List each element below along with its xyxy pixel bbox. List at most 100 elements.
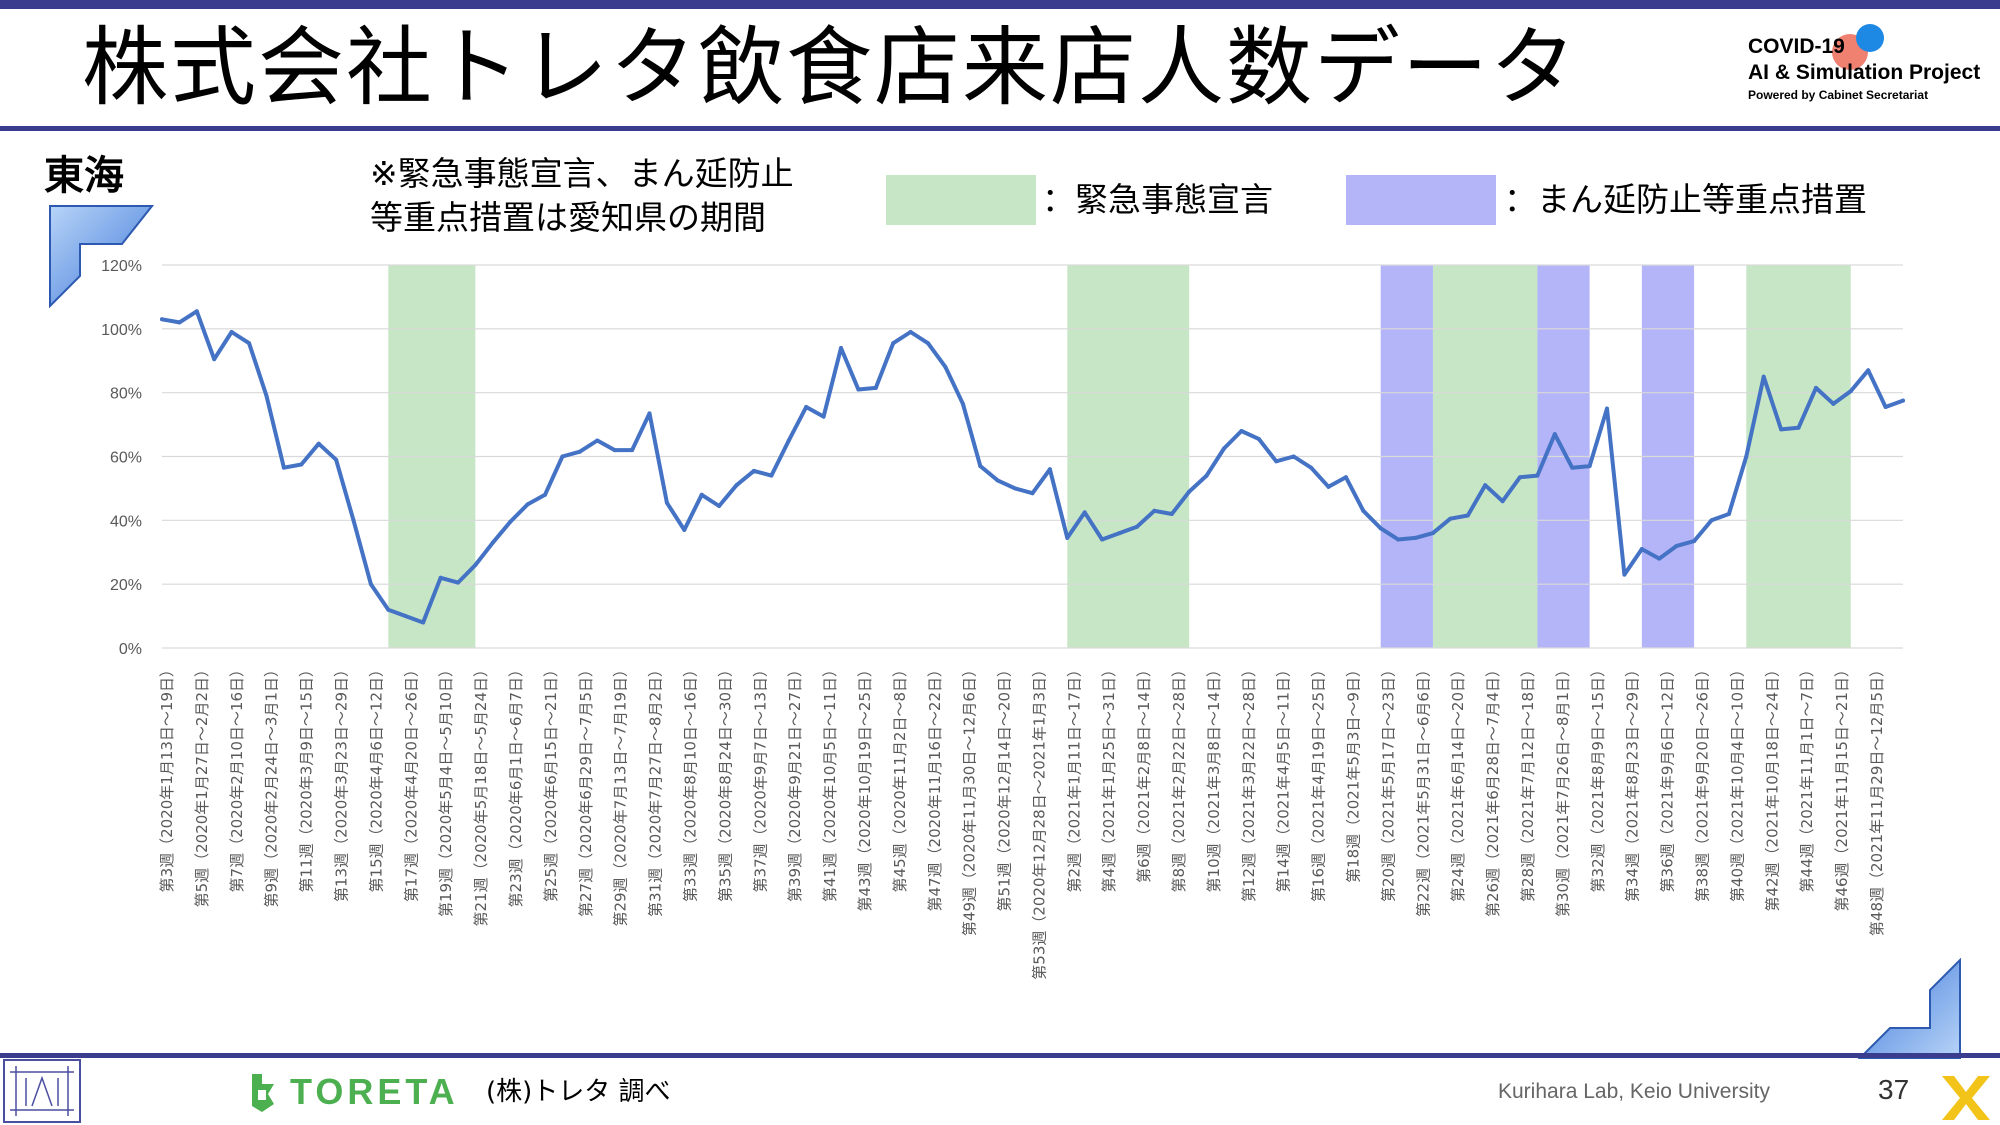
x-tick-label: 第17週（2020年4月20日～26日） <box>402 662 420 902</box>
x-tick-label: 第35週（2020年8月24日～30日） <box>716 662 734 902</box>
visitor-line-chart: 0% 20% 40% 60% 80% 100% 120% 第3週（2020年1月13日～19日… <box>101 258 1905 980</box>
data-point <box>1779 427 1784 432</box>
data-point <box>647 411 652 416</box>
x-tick-label: 第32週（2021年8月9日～15日） <box>1589 662 1607 892</box>
data-point <box>612 448 617 453</box>
data-point <box>316 441 321 446</box>
x-tick-label: 第31週（2020年7月27日～8月2日） <box>647 662 665 917</box>
x-tick-label: 第22週（2021年5月31日～6月6日） <box>1414 662 1432 917</box>
data-point <box>682 527 687 532</box>
data-point <box>1169 511 1174 516</box>
x-tick-label: 第26週（2021年6月28日～7月4日） <box>1484 662 1502 917</box>
toreta-brand: TORETA <box>290 1071 459 1112</box>
data-point <box>160 317 164 322</box>
data-point <box>1204 473 1209 478</box>
x-tick-label: 第29週（2020年7月13日～7月19日） <box>612 662 630 927</box>
x-tick-label: 第12週（2021年3月22日～28日） <box>1240 662 1258 902</box>
data-point <box>1483 483 1488 488</box>
data-point <box>1831 401 1836 406</box>
data-point <box>1309 465 1314 470</box>
data-point <box>247 341 252 346</box>
x-tick-label: 第36週（2021年9月6日～12日） <box>1659 662 1677 892</box>
data-point <box>1291 454 1296 459</box>
data-point <box>1082 510 1087 515</box>
footer-divider <box>0 1053 2000 1058</box>
x-tick-label: 第48週（2021年11月29日～12月5日） <box>1868 662 1886 936</box>
data-point <box>1605 406 1610 411</box>
data-point <box>455 580 460 585</box>
data-point <box>1117 531 1122 536</box>
data-point <box>525 502 530 507</box>
page-number: 37 <box>1878 1074 1910 1105</box>
data-point <box>421 620 426 625</box>
legend-emergency-swatch <box>886 175 1036 225</box>
x-tick-label: 第18週（2021年5月3日～9日） <box>1345 662 1363 883</box>
data-point <box>1570 465 1575 470</box>
data-point <box>1013 486 1018 491</box>
data-point <box>995 478 1000 483</box>
data-point <box>630 448 635 453</box>
data-point <box>229 330 234 335</box>
data-point <box>1796 425 1801 430</box>
x-tick-label: 第11週（2020年3月9日～15日） <box>298 662 316 892</box>
data-point <box>1343 475 1348 480</box>
data-point <box>403 614 408 619</box>
x-tick-label: 第45週（2020年11月2日～8日） <box>891 662 909 892</box>
data-point <box>1448 516 1453 521</box>
data-point <box>960 401 965 406</box>
x-tick-label: 第19週（2020年5月4日～5月10日） <box>437 662 455 917</box>
x-tick-label: 第14週（2021年4月5日～11日） <box>1275 662 1293 892</box>
x-tick-label: 第4週（2021年1月25日～31日） <box>1100 662 1118 892</box>
data-point <box>1047 467 1052 472</box>
data-point <box>281 465 286 470</box>
x-tick-label: 第6週（2021年2月8日～14日） <box>1135 662 1153 883</box>
x-tick-label: 第8週（2021年2月22日～28日） <box>1170 662 1188 892</box>
x-tick-label: 第47週（2020年11月16日～22日） <box>926 662 944 912</box>
y-tick-label: 120% <box>101 258 142 275</box>
data-point <box>1430 531 1435 536</box>
data-point <box>1744 454 1749 459</box>
x-tick-label: 第25週（2020年6月15日～21日） <box>542 662 560 902</box>
project-logo-line2: AI & Simulation Project <box>1748 61 1981 84</box>
legend-emergency-label: ：緊急事態宣言 <box>1042 180 1273 219</box>
project-logo: COVID-19 AI & Simulation Project Powered… <box>1748 34 1980 104</box>
lab-credit: Kurihara Lab, Keio University <box>1498 1080 1770 1103</box>
data-point <box>751 468 756 473</box>
data-point <box>891 341 896 346</box>
data-point <box>1709 518 1714 523</box>
x-tick-label: 第15週（2020年4月6日～12日） <box>367 662 385 892</box>
y-tick-label: 20% <box>110 577 142 594</box>
header-divider <box>0 126 2000 131</box>
data-point <box>577 449 582 454</box>
data-point <box>1622 572 1627 577</box>
x-tick-label: 第39週（2020年9月21日～27日） <box>786 662 804 902</box>
x-tick-label: 第3週（2020年1月13日～19日） <box>158 662 176 892</box>
period-note-line2: 等重点措置は愛知県の期間 <box>370 198 766 237</box>
data-point <box>438 575 443 580</box>
data-point <box>1100 537 1105 542</box>
corner-bracket-icon <box>49 205 154 308</box>
x-tick-label: 第20週（2021年5月17日～23日） <box>1379 662 1397 902</box>
x-tick-label: 第9週（2020年2月24日～3月1日） <box>263 662 281 907</box>
data-point <box>299 462 304 467</box>
data-point <box>786 438 791 443</box>
data-point <box>334 457 339 462</box>
x-tick-label: 第2週（2021年1月11日～17日） <box>1065 662 1083 892</box>
data-point <box>1901 398 1905 403</box>
x-tick-label: 第46週（2021年11月15日～21日） <box>1833 662 1851 912</box>
y-tick-label: 0% <box>119 641 142 658</box>
data-point <box>490 540 495 545</box>
x-tick-label: 第38週（2021年9月20日～26日） <box>1694 662 1712 902</box>
data-point <box>386 607 391 612</box>
data-point <box>1674 543 1679 548</box>
data-point <box>543 492 548 497</box>
x-tick-label: 第34週（2021年8月23日～29日） <box>1624 662 1642 902</box>
x-tick-label: 第40週（2021年10月4日～10日） <box>1728 662 1746 902</box>
data-point <box>1726 511 1731 516</box>
x-tick-label: 第21週（2020年5月18日～5月24日） <box>472 662 490 927</box>
data-source: (株)トレタ 調べ <box>486 1077 671 1107</box>
x-tick-label: 第10週（2021年3月8日～14日） <box>1205 662 1223 892</box>
project-logo-blue-dot <box>1856 24 1884 52</box>
data-point <box>1657 556 1662 561</box>
data-point <box>1465 513 1470 518</box>
